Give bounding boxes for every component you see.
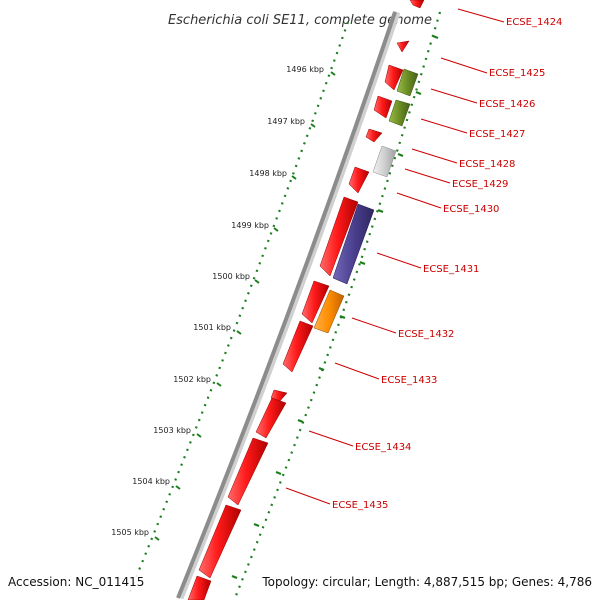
- scale-label-1501: 1501 kbp: [193, 323, 231, 332]
- forward-genes: [187, 0, 425, 600]
- leader-ecse-1425: [440, 57, 488, 74]
- inner-ring: [233, 11, 442, 599]
- tick-1500: [254, 279, 260, 284]
- tick-1502: [216, 382, 222, 387]
- gene-ecse-1427[interactable]: [373, 95, 393, 119]
- gene-label-ecse-1434[interactable]: ECSE_1434: [355, 442, 411, 453]
- gene-label-ecse-1425[interactable]: ECSE_1425: [489, 68, 545, 79]
- inner-dash: [231, 574, 238, 580]
- leader-ecse-1432: [351, 317, 397, 334]
- gene-ecse-1426[interactable]: [384, 64, 404, 91]
- gene-ecse-1431-forward[interactable]: [319, 196, 359, 277]
- inner-dash: [432, 34, 439, 40]
- gene-ecse-1426-green[interactable]: [388, 99, 411, 127]
- inner-dash: [359, 260, 366, 266]
- leader-ecse-1433: [334, 362, 380, 380]
- gene-label-ecse-1430[interactable]: ECSE_1430: [443, 204, 499, 215]
- scale-label-1497: 1497 kbp: [267, 117, 305, 126]
- scale-label-1498: 1498 kbp: [249, 169, 287, 178]
- leader-lines: [285, 8, 505, 505]
- inner-dash: [297, 418, 304, 424]
- leader-ecse-1429: [404, 168, 451, 184]
- gene-ecse-1433-a[interactable]: [301, 280, 330, 324]
- inner-dash: [275, 470, 282, 476]
- gene-ecse-1433-b[interactable]: [282, 320, 314, 373]
- gene-ecse-1435-b[interactable]: [198, 504, 242, 579]
- summary-text: Topology: circular; Length: 4,887,515 bp…: [261, 575, 592, 589]
- leader-ecse-1427: [420, 118, 468, 134]
- gene-label-ecse-1426[interactable]: ECSE_1426: [479, 99, 535, 110]
- gene-labels: ECSE_1424 ECSE_1425 ECSE_1426 ECSE_1427 …: [332, 17, 562, 511]
- scale-ticks: [154, 71, 336, 541]
- gene-ecse-1434[interactable]: [255, 397, 287, 439]
- gene-label-ecse-1431[interactable]: ECSE_1431: [423, 264, 479, 275]
- gene-ecse-1432-orange[interactable]: [313, 289, 345, 334]
- leader-ecse-1435: [285, 487, 331, 505]
- inner-dash: [253, 522, 260, 528]
- accession-text: Accession: NC_011415: [8, 575, 144, 589]
- tick-1499: [273, 227, 279, 232]
- leader-ecse-1424: [457, 8, 505, 23]
- gene-ecse-1430[interactable]: [348, 166, 370, 194]
- scale-label-1499: 1499 kbp: [231, 221, 269, 230]
- scale-label-1496: 1496 kbp: [286, 65, 324, 74]
- tick-1501: [236, 330, 242, 335]
- gene-label-ecse-1427[interactable]: ECSE_1427: [469, 129, 525, 140]
- leader-ecse-1428: [411, 148, 458, 164]
- scale-label-1503: 1503 kbp: [153, 426, 191, 435]
- inner-dash: [397, 152, 404, 158]
- gene-ecse-1431-purple[interactable]: [332, 203, 375, 285]
- inner-dash: [339, 314, 346, 320]
- scale-label-1502: 1502 kbp: [173, 375, 211, 384]
- gene-label-ecse-1429[interactable]: ECSE_1429: [452, 179, 508, 190]
- gene-ecse-1435-c[interactable]: [187, 575, 212, 600]
- scale-label-1505: 1505 kbp: [111, 528, 149, 537]
- gene-ecse-1425-green[interactable]: [396, 68, 419, 97]
- gene-label-ecse-1432[interactable]: ECSE_1432: [398, 329, 454, 340]
- tick-1497: [310, 123, 316, 128]
- gene-label-ecse-1435[interactable]: ECSE_1435: [332, 500, 388, 511]
- inner-ring-dashes: [231, 34, 439, 580]
- leader-ecse-1434: [308, 430, 354, 447]
- gene-label-ecse-1424[interactable]: ECSE_1424: [506, 17, 562, 28]
- tick-1503: [196, 433, 202, 438]
- footer-backdrop-left: [4, 570, 146, 592]
- leader-ecse-1426: [430, 88, 478, 104]
- tick-1505: [154, 536, 160, 541]
- scale-label-1504: 1504 kbp: [132, 477, 170, 486]
- leader-ecse-1431: [376, 252, 422, 269]
- colored-genes: [313, 68, 419, 334]
- map-title: Escherichia coli SE11, complete genome: [168, 13, 432, 28]
- gene-label-ecse-1428[interactable]: ECSE_1428: [459, 159, 515, 170]
- backbone: [176, 11, 397, 599]
- tick-1498: [291, 175, 297, 180]
- inner-dash: [318, 366, 325, 372]
- gene-ecse-1425[interactable]: [396, 40, 410, 53]
- leader-ecse-1430: [396, 192, 442, 209]
- inner-dash: [377, 208, 384, 214]
- gene-label-ecse-1433[interactable]: ECSE_1433: [381, 375, 437, 386]
- gene-ecse-1429[interactable]: [365, 128, 383, 143]
- scale-label-1500: 1500 kbp: [212, 272, 250, 281]
- gene-ecse-1435-a[interactable]: [227, 437, 269, 506]
- tick-1496: [330, 71, 336, 76]
- gene-ecse-1428-gray[interactable]: [372, 145, 397, 178]
- scale-labels: 1496 kbp 1497 kbp 1498 kbp 1499 kbp 1500…: [111, 65, 324, 537]
- footer-backdrop-right: [256, 570, 596, 592]
- gene-ecse-1424[interactable]: [409, 0, 425, 9]
- inner-dash: [415, 90, 422, 96]
- tick-1504: [175, 485, 181, 490]
